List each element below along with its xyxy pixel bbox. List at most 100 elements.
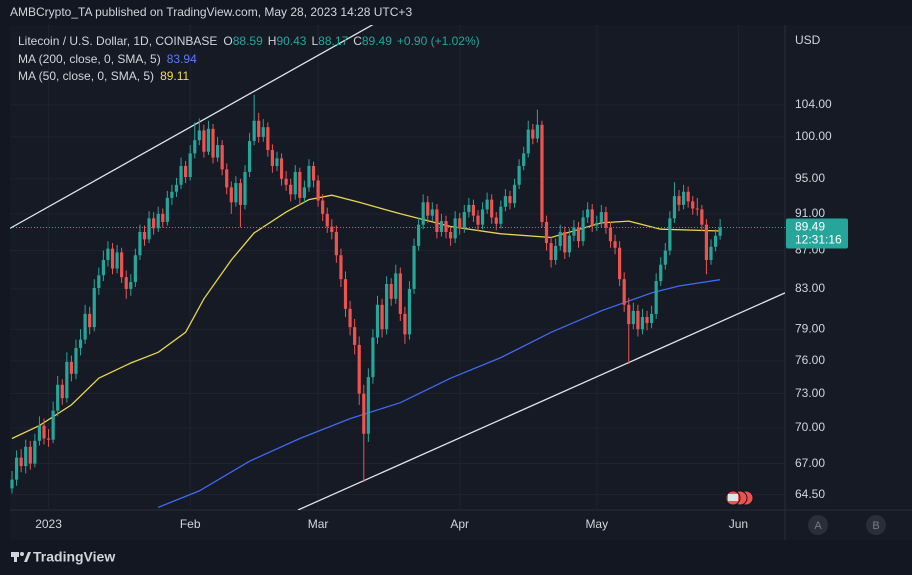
candle-body	[581, 217, 585, 242]
price-tag	[786, 218, 848, 249]
y-tick-label: 79.00	[795, 321, 825, 335]
candle-body	[649, 313, 654, 324]
candle-body	[640, 316, 645, 330]
candle-body	[636, 310, 640, 330]
candle-body	[430, 209, 434, 216]
candle-body	[576, 227, 581, 242]
candle-body	[142, 231, 147, 240]
candle-body	[10, 479, 14, 489]
candle-body	[645, 316, 649, 324]
candle-body	[375, 304, 380, 338]
candle-body	[503, 196, 508, 207]
candle-body	[152, 218, 156, 229]
candle-body	[558, 231, 562, 246]
candle-body	[279, 158, 284, 179]
candle-body	[97, 275, 101, 288]
candle-body	[631, 310, 635, 325]
candle-body	[522, 153, 526, 166]
candle-body	[206, 128, 211, 152]
publisher: AMBCrypto_TA published on TradingView.co…	[10, 5, 412, 19]
candle-body	[247, 140, 252, 172]
candle-body	[179, 165, 183, 185]
candle-body	[275, 158, 279, 166]
candle-body	[599, 212, 603, 223]
candle-body	[453, 218, 457, 239]
candle-body	[627, 304, 631, 325]
candle-body	[215, 145, 220, 158]
ma-line	[11, 194, 721, 440]
candle-body	[700, 209, 704, 225]
price-tag-value: 89.49	[795, 220, 825, 234]
candle-body	[243, 171, 247, 205]
candle-body	[417, 224, 421, 246]
button-a-label[interactable]: A	[814, 520, 822, 532]
brand: TradingView	[33, 549, 115, 565]
candle-body	[590, 209, 594, 226]
candle-body	[412, 245, 416, 289]
y-tick-label: 83.00	[795, 281, 825, 295]
candle-body	[663, 250, 667, 265]
candle-body	[266, 127, 270, 151]
candle-body	[718, 227, 722, 236]
legend-value: 89.11	[160, 69, 189, 83]
x-tick-label: 2023	[35, 517, 62, 531]
candle-body	[257, 120, 261, 137]
legend-entry: MA (200, close, 0, SMA, 5)	[18, 52, 161, 66]
candle-body	[462, 212, 466, 229]
candle-body	[531, 129, 535, 139]
y-tick-label: 73.00	[795, 386, 825, 400]
candle-body	[261, 127, 265, 137]
candle-body	[586, 209, 590, 218]
candle-body	[106, 248, 110, 260]
candle-body	[348, 308, 352, 328]
candle-body	[252, 120, 256, 141]
y-tick-label: 70.00	[795, 420, 825, 434]
candle-body	[458, 218, 462, 229]
candle-body	[298, 171, 302, 198]
candle-body	[448, 231, 453, 239]
candle-body	[713, 235, 718, 247]
candle-body	[170, 191, 174, 198]
candle-body	[362, 393, 366, 434]
ohlc-value: 88.17	[318, 34, 348, 48]
ma-legend: MA (50, close, 0, SMA, 5) 89.11	[18, 69, 190, 83]
button-b[interactable]	[866, 515, 886, 535]
candle-body	[74, 348, 78, 374]
ohlc-value: 90.43	[276, 34, 306, 48]
candle-body	[604, 212, 608, 228]
candle-body	[69, 361, 74, 374]
candle-body	[407, 288, 412, 335]
ohlc-label: C	[353, 34, 362, 48]
candle-body	[549, 243, 553, 260]
candle-body	[101, 259, 105, 276]
candle-body	[202, 130, 206, 152]
candle-body	[471, 204, 476, 216]
candle-body	[184, 165, 188, 178]
ohlc-value: 88.59	[233, 34, 263, 48]
candle-body	[572, 227, 576, 236]
candle-body	[421, 202, 425, 225]
candle-body	[385, 284, 389, 330]
candle-body	[129, 282, 133, 289]
candle-body	[435, 209, 439, 232]
x-tick-label: Apr	[450, 517, 469, 531]
candle-body	[33, 440, 37, 464]
candle-body	[439, 221, 444, 232]
candle-body	[526, 129, 530, 154]
candle-body	[234, 183, 238, 203]
button-b-label[interactable]: B	[872, 520, 879, 532]
y-tick-label: 100.00	[795, 129, 832, 143]
candle-body	[476, 215, 480, 225]
candle-body	[188, 153, 192, 178]
button-a[interactable]	[808, 515, 828, 535]
candle-body	[668, 218, 672, 251]
candle-body	[704, 224, 709, 260]
candle-body	[485, 199, 489, 210]
events-icon	[725, 490, 754, 506]
candle-body	[284, 178, 288, 185]
candle-body	[535, 124, 539, 139]
candle-body	[357, 344, 361, 394]
candle-body	[120, 252, 124, 278]
candle-body	[517, 165, 521, 185]
candle-body	[394, 273, 398, 299]
